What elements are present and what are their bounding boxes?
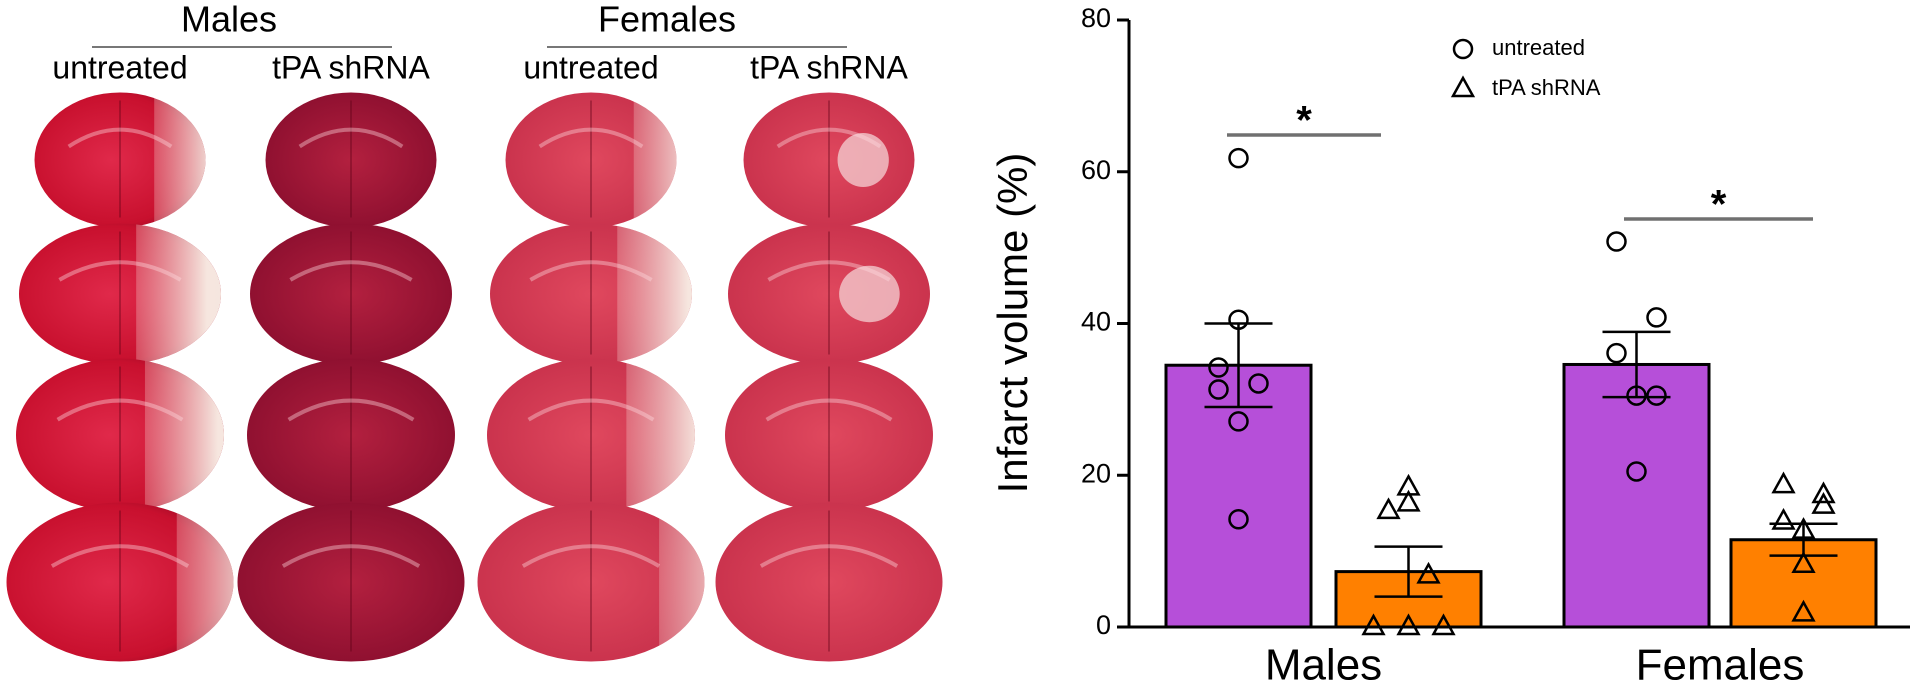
- column-label: untreated: [523, 49, 658, 85]
- brain-slice: [715, 502, 943, 662]
- data-point: [1646, 307, 1667, 328]
- corpus-callosum: [538, 127, 644, 149]
- data-point: [1376, 497, 1401, 520]
- data-point: [1626, 385, 1647, 406]
- data-point: [1646, 385, 1667, 406]
- data-point: [1431, 613, 1456, 636]
- data-point: [1771, 507, 1796, 530]
- corpus-callosum: [67, 127, 173, 149]
- slice-tissue: [247, 358, 455, 512]
- data-point: [1791, 551, 1816, 574]
- bar: [1164, 363, 1313, 629]
- brain-slice: [247, 358, 455, 512]
- corpus-callosum: [529, 260, 653, 282]
- corpus-callosum: [287, 398, 415, 422]
- corpus-callosum: [759, 544, 899, 568]
- group-title: Males: [181, 0, 277, 40]
- corpus-callosum: [58, 260, 182, 282]
- infarct-area: [839, 265, 900, 323]
- brain-slice: [250, 223, 452, 365]
- data-point: [1791, 599, 1816, 622]
- y-axis-title: Infarct volume (%): [989, 153, 1036, 494]
- error-bar: [1374, 545, 1443, 598]
- corpus-callosum: [767, 260, 891, 282]
- data-point: [1228, 411, 1249, 432]
- slice-tissue: [728, 223, 930, 365]
- slice-tissue: [715, 502, 943, 662]
- legend-symbol: [1450, 75, 1476, 98]
- data-point: [1228, 509, 1249, 530]
- brain-slice: [743, 92, 915, 228]
- corpus-callosum: [527, 398, 655, 422]
- y-tick-label: 80: [1081, 3, 1111, 33]
- data-point: [1228, 309, 1249, 330]
- slice-tissue: [265, 92, 437, 228]
- data-point: [1771, 471, 1796, 494]
- corpus-callosum: [289, 260, 413, 282]
- legend-symbol: [1452, 38, 1474, 60]
- corpus-callosum: [298, 127, 404, 149]
- data-point: [1416, 561, 1441, 584]
- data-point: [1208, 379, 1229, 400]
- brain-slice: [265, 92, 437, 228]
- x-tick-label: Males: [1265, 641, 1382, 688]
- data-point: [1811, 492, 1836, 514]
- brain-slice: [237, 502, 465, 662]
- data-point: [1791, 517, 1816, 539]
- slice-tissue: [743, 92, 915, 228]
- y-tick-label: 0: [1096, 610, 1111, 640]
- bar: [1562, 362, 1711, 629]
- column-label: untreated: [52, 49, 187, 85]
- error-bar: [1204, 322, 1273, 409]
- data-point: [1396, 489, 1421, 512]
- column-label: tPA shRNA: [750, 49, 908, 85]
- brain-images: Males untreated tPA shRNA Females untreated t…: [6, 0, 943, 662]
- significance-label: *: [1296, 99, 1312, 143]
- chart: Infarct volume (%) 0 20 40 60 80 Males Females…: [989, 3, 1910, 688]
- corpus-callosum: [56, 398, 184, 422]
- corpus-callosum: [776, 127, 882, 149]
- corpus-callosum: [281, 544, 421, 568]
- corpus-callosum: [765, 398, 893, 422]
- data-point: [1361, 613, 1386, 636]
- slice-tissue: [250, 223, 452, 365]
- slice-tissue: [725, 358, 933, 512]
- corpus-callosum: [50, 544, 190, 568]
- corpus-callosum: [521, 544, 661, 568]
- y-tick-label: 60: [1081, 155, 1111, 185]
- data-point: [1208, 357, 1229, 378]
- data-point: [1606, 231, 1627, 252]
- data-point: [1396, 613, 1421, 636]
- data-point: [1248, 373, 1269, 394]
- data-point: [1811, 481, 1836, 504]
- slice-tissue: [477, 502, 705, 662]
- significance-label: *: [1711, 183, 1727, 227]
- brain-slice: [725, 358, 933, 512]
- x-tick-label: Females: [1636, 641, 1805, 688]
- data-point: [1626, 461, 1647, 482]
- legend-label: tPA shRNA: [1492, 75, 1601, 100]
- column-label: tPA shRNA: [272, 49, 430, 85]
- data-point: [1606, 342, 1627, 364]
- legend-label: untreated: [1492, 35, 1585, 60]
- group-title: Females: [598, 0, 736, 40]
- y-tick-label: 40: [1081, 307, 1111, 337]
- infarct-area: [837, 133, 889, 187]
- y-tick-label: 20: [1081, 458, 1111, 488]
- data-point: [1228, 147, 1249, 169]
- slice-tissue: [237, 502, 465, 662]
- brain-slice: [728, 223, 930, 365]
